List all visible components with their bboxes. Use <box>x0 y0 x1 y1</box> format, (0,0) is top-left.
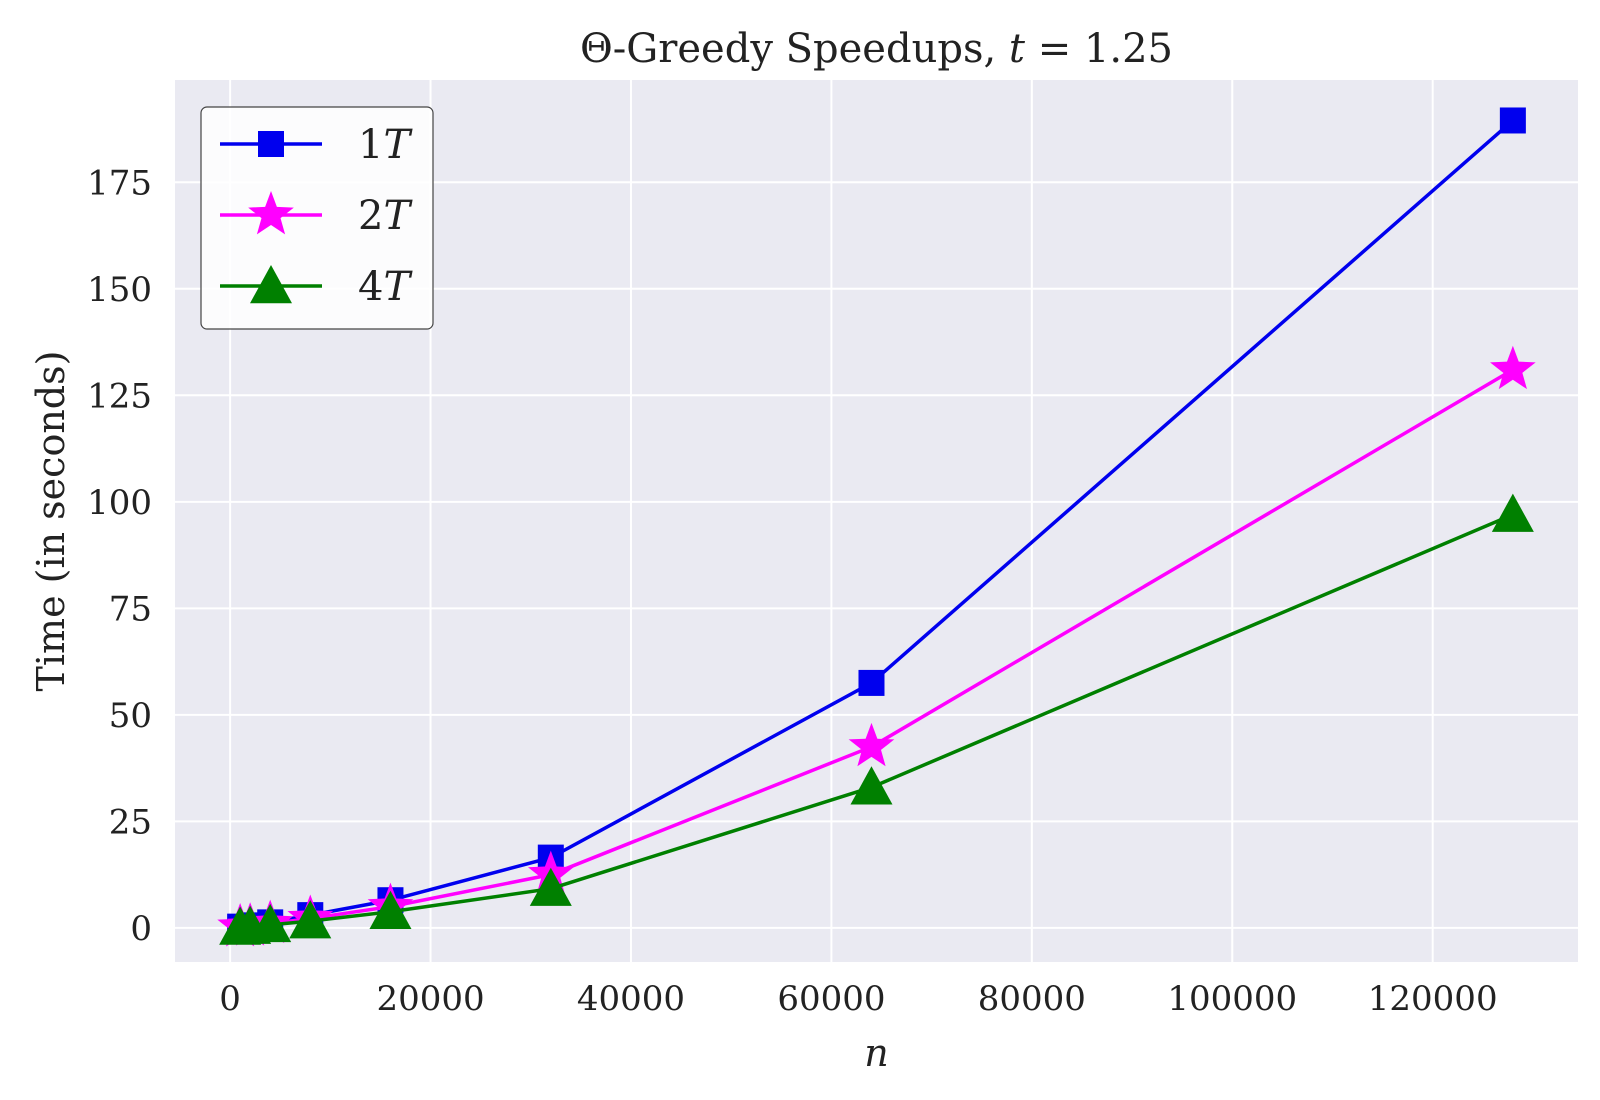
legend-label: 1T <box>358 122 413 168</box>
y-tick-label: 100 <box>87 483 152 523</box>
title-eq: = 1.25 <box>1025 26 1173 72</box>
legend-marker-1T <box>258 131 284 157</box>
legend-marker-2T <box>248 191 294 235</box>
x-tick-label: 0 <box>219 979 241 1019</box>
legend-item-4T: 4T <box>220 264 413 310</box>
legend-item-1T: 1T <box>220 122 413 168</box>
legend-label: 4T <box>358 264 413 310</box>
legend-label: 2T <box>358 193 413 239</box>
title-main: Θ-Greedy Speedups, <box>580 26 1009 72</box>
data-point-1T <box>1499 107 1526 134</box>
x-tick-label: 100000 <box>1167 979 1297 1019</box>
data-point-2T <box>1490 345 1536 390</box>
y-axis-title: Time (in seconds) <box>29 351 73 692</box>
x-tick-label: 20000 <box>376 979 484 1019</box>
title-var: t <box>1009 26 1026 72</box>
x-tick-label: 60000 <box>777 979 885 1019</box>
data-point-4T <box>850 766 893 805</box>
y-tick-label: 25 <box>109 802 152 842</box>
y-tick-label: 0 <box>130 909 152 949</box>
legend-marker-4T <box>250 265 292 304</box>
tick-labels: 0 20000 40000 60000 80000 100000 120000 0 25 50 75… <box>87 163 1497 1019</box>
y-tick-label: 75 <box>109 589 152 629</box>
legend: 1T 2T 4T <box>200 106 434 330</box>
series-4T <box>219 493 1534 945</box>
y-tick-label: 125 <box>87 376 152 416</box>
y-tick-label: 150 <box>87 270 152 310</box>
series-layer <box>217 107 1536 947</box>
data-point-2T <box>848 722 895 767</box>
data-point-4T <box>289 900 332 939</box>
x-tick-label: 40000 <box>577 979 685 1019</box>
x-axis-title: n <box>864 1031 888 1075</box>
x-tick-label: 120000 <box>1368 979 1498 1019</box>
legend-item-2T: 2T <box>220 191 413 239</box>
x-tick-label: 80000 <box>978 979 1086 1019</box>
data-point-4T <box>529 867 572 906</box>
y-tick-label: 175 <box>87 163 152 203</box>
data-point-4T <box>369 890 412 929</box>
legend-box <box>200 106 434 330</box>
chart-title: Θ-Greedy Speedups, t = 1.25 <box>580 26 1173 72</box>
data-point-1T <box>858 669 885 696</box>
data-point-4T <box>1491 493 1534 532</box>
y-tick-label: 50 <box>109 696 152 736</box>
data-point-4T <box>249 903 292 943</box>
